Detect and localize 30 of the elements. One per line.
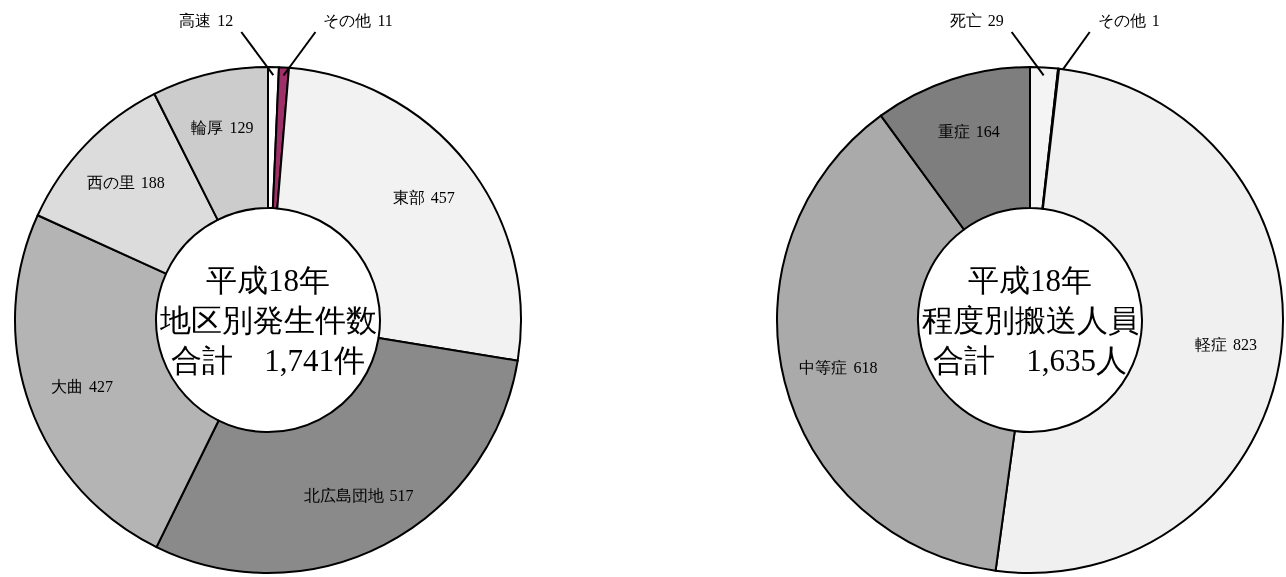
data-label: 129: [229, 118, 254, 136]
text: 程度別搬送人員: [921, 303, 1139, 338]
data-label: 427: [89, 377, 114, 395]
data-label: 29: [987, 12, 1004, 29]
text: 平成18年: [206, 263, 330, 298]
data-label: 457: [430, 189, 455, 207]
data-label: 188: [140, 174, 165, 192]
slice-label: 輪厚: [191, 118, 224, 136]
slice-label: 重症: [937, 123, 970, 141]
text: 合計 1,741件: [171, 343, 365, 378]
slice-label: 死亡: [949, 12, 982, 29]
text: 地区別発生件数: [158, 303, 377, 338]
data-label: 823: [1232, 335, 1257, 353]
slice-label: 西の里: [86, 174, 135, 192]
slice-label: 中等症: [799, 359, 848, 377]
slice-label: その他: [1097, 12, 1146, 29]
slice-label: その他: [323, 12, 372, 29]
slice-label: 大曲: [51, 377, 84, 395]
slice-label: 高速: [179, 12, 212, 29]
data-label: 12: [217, 12, 234, 29]
text: 合計 1,635人: [933, 343, 1127, 378]
data-label: 517: [389, 486, 414, 504]
slice-label: 北広島団地: [303, 486, 384, 504]
data-label: 618: [853, 359, 878, 377]
data-label: 11: [377, 12, 393, 29]
data-label: 1: [1151, 12, 1160, 29]
text: 平成18年: [968, 263, 1092, 298]
data-label: 164: [975, 123, 1000, 141]
slice-label: 東部: [392, 189, 425, 207]
slice-label: 軽症: [1194, 335, 1227, 353]
